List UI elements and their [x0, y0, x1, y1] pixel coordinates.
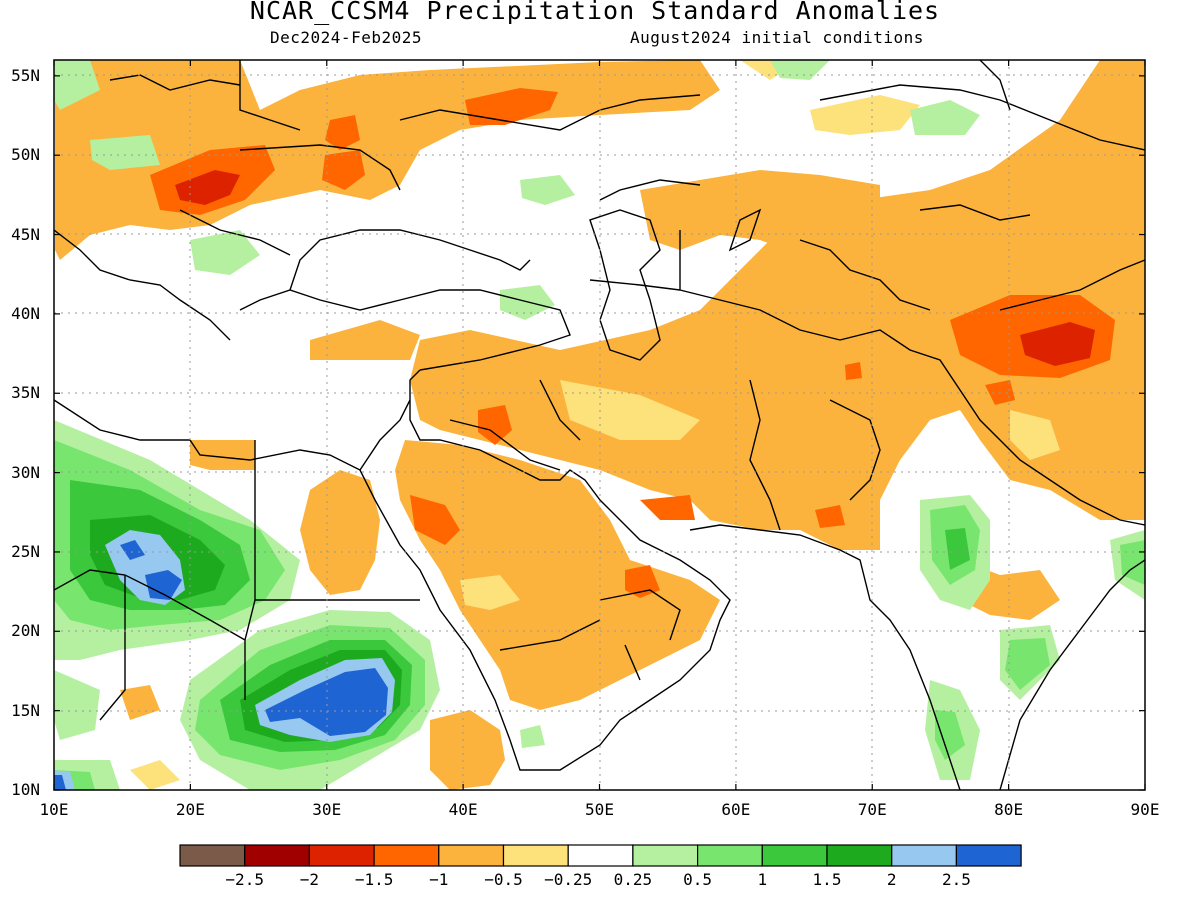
- lat-tick-label: 15N: [11, 700, 40, 720]
- coastlines-and-borders: [54, 60, 1145, 790]
- colorbar-swatch: [696, 844, 763, 867]
- colorbar-swatch: [502, 844, 569, 867]
- colorbar-label: −1: [429, 870, 449, 889]
- lat-tick-label: 45N: [11, 224, 40, 244]
- axis-ticks: [53, 60, 1146, 791]
- lat-tick-label: 50N: [11, 145, 40, 165]
- colorbar-label: −0.25: [544, 870, 593, 889]
- colorbar-label: −1.5: [354, 870, 394, 889]
- strong-dry-regions: [175, 170, 1095, 366]
- colorbar-label: −0.5: [484, 870, 523, 889]
- lon-tick-label: 50E: [585, 800, 614, 819]
- lat-tick-label: 35N: [11, 383, 40, 403]
- colorbar-swatch: [955, 844, 1022, 867]
- lat-tick-label: 20N: [11, 621, 40, 641]
- colorbar-swatch: [308, 844, 375, 867]
- colorbar-swatch: [438, 844, 505, 867]
- lon-tick-label: 70E: [857, 800, 887, 819]
- extreme-wet-regions: [54, 540, 388, 790]
- lon-tick-label: 30E: [312, 800, 342, 819]
- colorbar-label: 2: [886, 870, 897, 889]
- colorbar-swatch: [761, 844, 828, 867]
- lat-tick-label: 55N: [11, 65, 40, 85]
- forecast-period: Dec2024-Feb2025: [270, 28, 422, 47]
- lat-tick-label: 25N: [11, 541, 40, 561]
- chart-title: NCAR_CCSM4 Precipitation Standard Anomal…: [249, 0, 941, 25]
- grid-lines: [54, 60, 1145, 790]
- lat-tick-label: 30N: [11, 462, 40, 482]
- lon-tick-label: 80E: [994, 800, 1024, 819]
- colorbar-label: 1.5: [812, 870, 842, 889]
- colorbar-label: 0.25: [613, 870, 653, 889]
- lon-tick-label: 90E: [1130, 800, 1160, 819]
- lon-tick-label: 10E: [39, 800, 69, 819]
- lon-tick-label: 60E: [721, 800, 751, 819]
- colorbar-label: 0.5: [683, 870, 713, 889]
- colorbar-swatch: [891, 844, 958, 867]
- colorbar-label: −2: [299, 870, 320, 889]
- colorbar-swatch: [373, 844, 440, 867]
- colorbar-swatch: [244, 844, 310, 867]
- colorbar: [179, 844, 1022, 867]
- colorbar-swatch: [567, 844, 634, 867]
- colorbar-label: 1: [757, 870, 768, 889]
- colorbar-swatch: [826, 844, 893, 867]
- colorbar-label: −2.5: [225, 870, 264, 889]
- lat-tick-label: 40N: [11, 303, 40, 323]
- lon-tick-label: 20E: [175, 800, 205, 819]
- initial-conditions: August2024 initial conditions: [630, 28, 924, 47]
- colorbar-swatch: [179, 844, 246, 867]
- lon-tick-label: 40E: [448, 800, 478, 819]
- colorbar-swatch: [632, 844, 699, 867]
- colorbar-label: 2.5: [941, 870, 971, 889]
- lat-tick-label: 10N: [11, 780, 40, 799]
